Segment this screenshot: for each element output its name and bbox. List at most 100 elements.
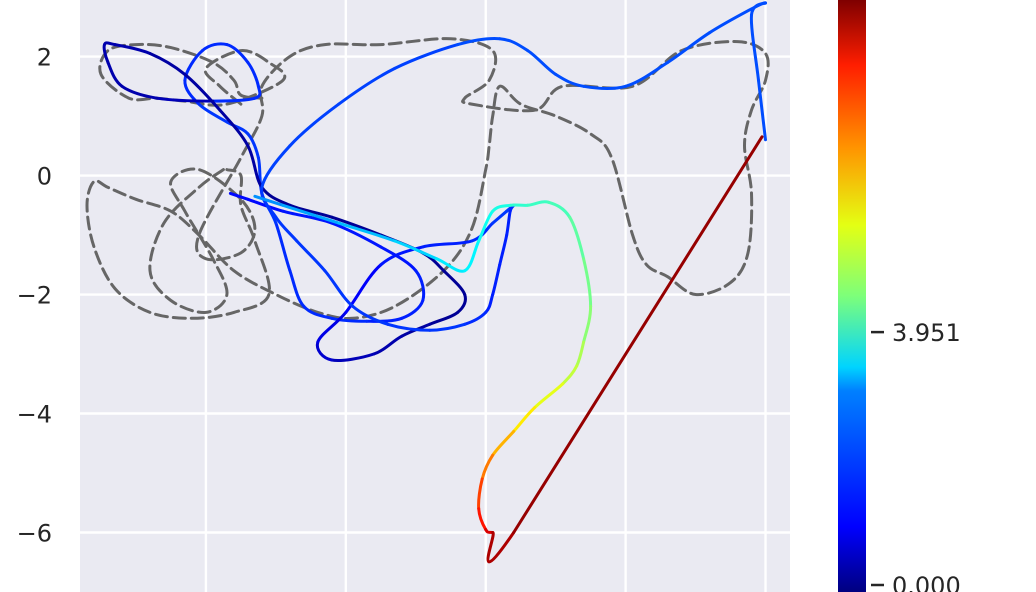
trajectory-segment bbox=[435, 257, 467, 273]
trajectory-segment bbox=[228, 191, 250, 201]
trajectory-segment bbox=[463, 239, 481, 273]
y-tick-label: −2 bbox=[17, 282, 52, 310]
trajectory-segment bbox=[274, 215, 299, 243]
trajectory-segment bbox=[547, 200, 572, 219]
trajectory-segment bbox=[288, 102, 341, 148]
trajectory-segment bbox=[463, 310, 488, 326]
trajectory-segment bbox=[379, 245, 425, 267]
trajectory-segment bbox=[316, 310, 348, 344]
trajectory-segment bbox=[155, 96, 215, 103]
colorbar bbox=[838, 0, 866, 592]
reference-path-dashed bbox=[85, 37, 770, 320]
trajectory-segment bbox=[288, 203, 334, 219]
trajectory-segment bbox=[274, 221, 292, 273]
trajectory-segment bbox=[575, 340, 586, 368]
trajectory-segment bbox=[225, 120, 250, 136]
trajectory-segment bbox=[351, 304, 390, 326]
trajectory-segment bbox=[582, 257, 593, 308]
trajectory-segment bbox=[120, 84, 159, 100]
trajectory-segment bbox=[302, 304, 334, 320]
trajectory-segment bbox=[288, 269, 306, 308]
trajectory-segment bbox=[505, 209, 512, 237]
trajectory-segment bbox=[477, 477, 484, 511]
trajectory-segment bbox=[260, 185, 292, 207]
y-axis-ticks: 2 0 −2 −4 −6 bbox=[17, 44, 52, 548]
trajectory-segment bbox=[624, 61, 670, 88]
estimated-trajectory-3 bbox=[253, 135, 764, 564]
y-tick-label: 2 bbox=[37, 44, 52, 72]
trajectory-segment bbox=[323, 269, 355, 308]
trajectory-segment bbox=[372, 334, 404, 356]
trajectory-segment bbox=[582, 84, 628, 91]
trajectory-segment bbox=[200, 42, 229, 53]
trajectory-segment bbox=[498, 37, 530, 53]
trajectory-segment bbox=[486, 531, 516, 564]
trajectory-segment bbox=[477, 209, 495, 243]
y-tick-label: −6 bbox=[17, 520, 52, 548]
series-layer bbox=[85, 1, 770, 564]
trajectory-segment bbox=[708, 7, 753, 35]
trajectory-segment bbox=[414, 269, 426, 302]
trajectory-segment bbox=[295, 239, 327, 273]
trajectory-segment bbox=[113, 43, 152, 55]
trajectory-segment bbox=[337, 221, 397, 243]
trajectory-segment bbox=[666, 31, 712, 64]
trajectory-segment bbox=[421, 239, 474, 249]
y-tick-label: 0 bbox=[37, 163, 52, 191]
trajectory-segment bbox=[480, 453, 495, 481]
trajectory-segment bbox=[330, 352, 376, 362]
trajectory-segment bbox=[456, 293, 467, 314]
trajectory-segment bbox=[484, 293, 495, 314]
estimated-trajectory-2 bbox=[102, 1, 767, 362]
trajectory-segment bbox=[393, 239, 439, 261]
trajectory-segment bbox=[253, 194, 285, 207]
trajectory-segment bbox=[512, 135, 764, 534]
trajectory-segment bbox=[330, 221, 383, 249]
trajectory-segment bbox=[533, 382, 565, 410]
trajectory-segment bbox=[225, 43, 250, 64]
trajectory-segment bbox=[757, 78, 767, 142]
trajectory-segment bbox=[456, 36, 502, 47]
trajectory-segment bbox=[512, 406, 537, 433]
trajectory-segment bbox=[442, 269, 467, 296]
trajectory-segment bbox=[344, 263, 383, 314]
trajectory-segment bbox=[491, 263, 502, 296]
trajectory-segment bbox=[253, 84, 262, 100]
grid bbox=[80, 0, 790, 592]
trajectory-segment bbox=[260, 144, 292, 189]
trajectory-segment bbox=[568, 215, 586, 261]
trajectory-segment bbox=[526, 49, 558, 76]
trajectory-segment bbox=[197, 102, 229, 124]
trajectory-segment bbox=[281, 209, 334, 225]
trajectory-segment bbox=[428, 310, 460, 326]
colorbar-tick-label: 0.000 bbox=[892, 572, 961, 592]
trajectory-segment bbox=[365, 316, 404, 323]
trajectory-segment bbox=[315, 340, 334, 362]
trajectory-segment bbox=[561, 364, 579, 386]
trajectory-segment bbox=[211, 96, 257, 103]
trajectory-segment bbox=[103, 41, 117, 47]
y-tick-label: −4 bbox=[17, 401, 52, 429]
trajectory-segment bbox=[246, 61, 260, 88]
trajectory-segment bbox=[218, 108, 250, 148]
trajectory-segment bbox=[491, 429, 516, 457]
trajectory-segment bbox=[246, 197, 285, 213]
trajectory-segment bbox=[582, 304, 593, 344]
trajectory-segment bbox=[246, 144, 264, 189]
trajectory-segment bbox=[750, 1, 767, 17]
trajectory-segment bbox=[554, 72, 586, 88]
trajectory-segment bbox=[246, 132, 260, 160]
plot-background bbox=[80, 0, 790, 592]
trajectory-segment bbox=[386, 322, 432, 332]
colorbar-tick-label: 3.951 bbox=[892, 319, 961, 347]
trajectory-segment bbox=[428, 322, 467, 332]
trajectory-segment bbox=[106, 61, 124, 88]
trajectory-segment bbox=[498, 233, 509, 267]
trajectory-segment bbox=[337, 66, 397, 106]
trajectory-segment bbox=[148, 52, 187, 76]
trajectory-segment bbox=[526, 200, 551, 207]
colorbar-ticks: 3.951 0.000 bbox=[871, 319, 961, 592]
trajectory-segment bbox=[470, 221, 495, 243]
trajectory-segment bbox=[260, 185, 278, 219]
